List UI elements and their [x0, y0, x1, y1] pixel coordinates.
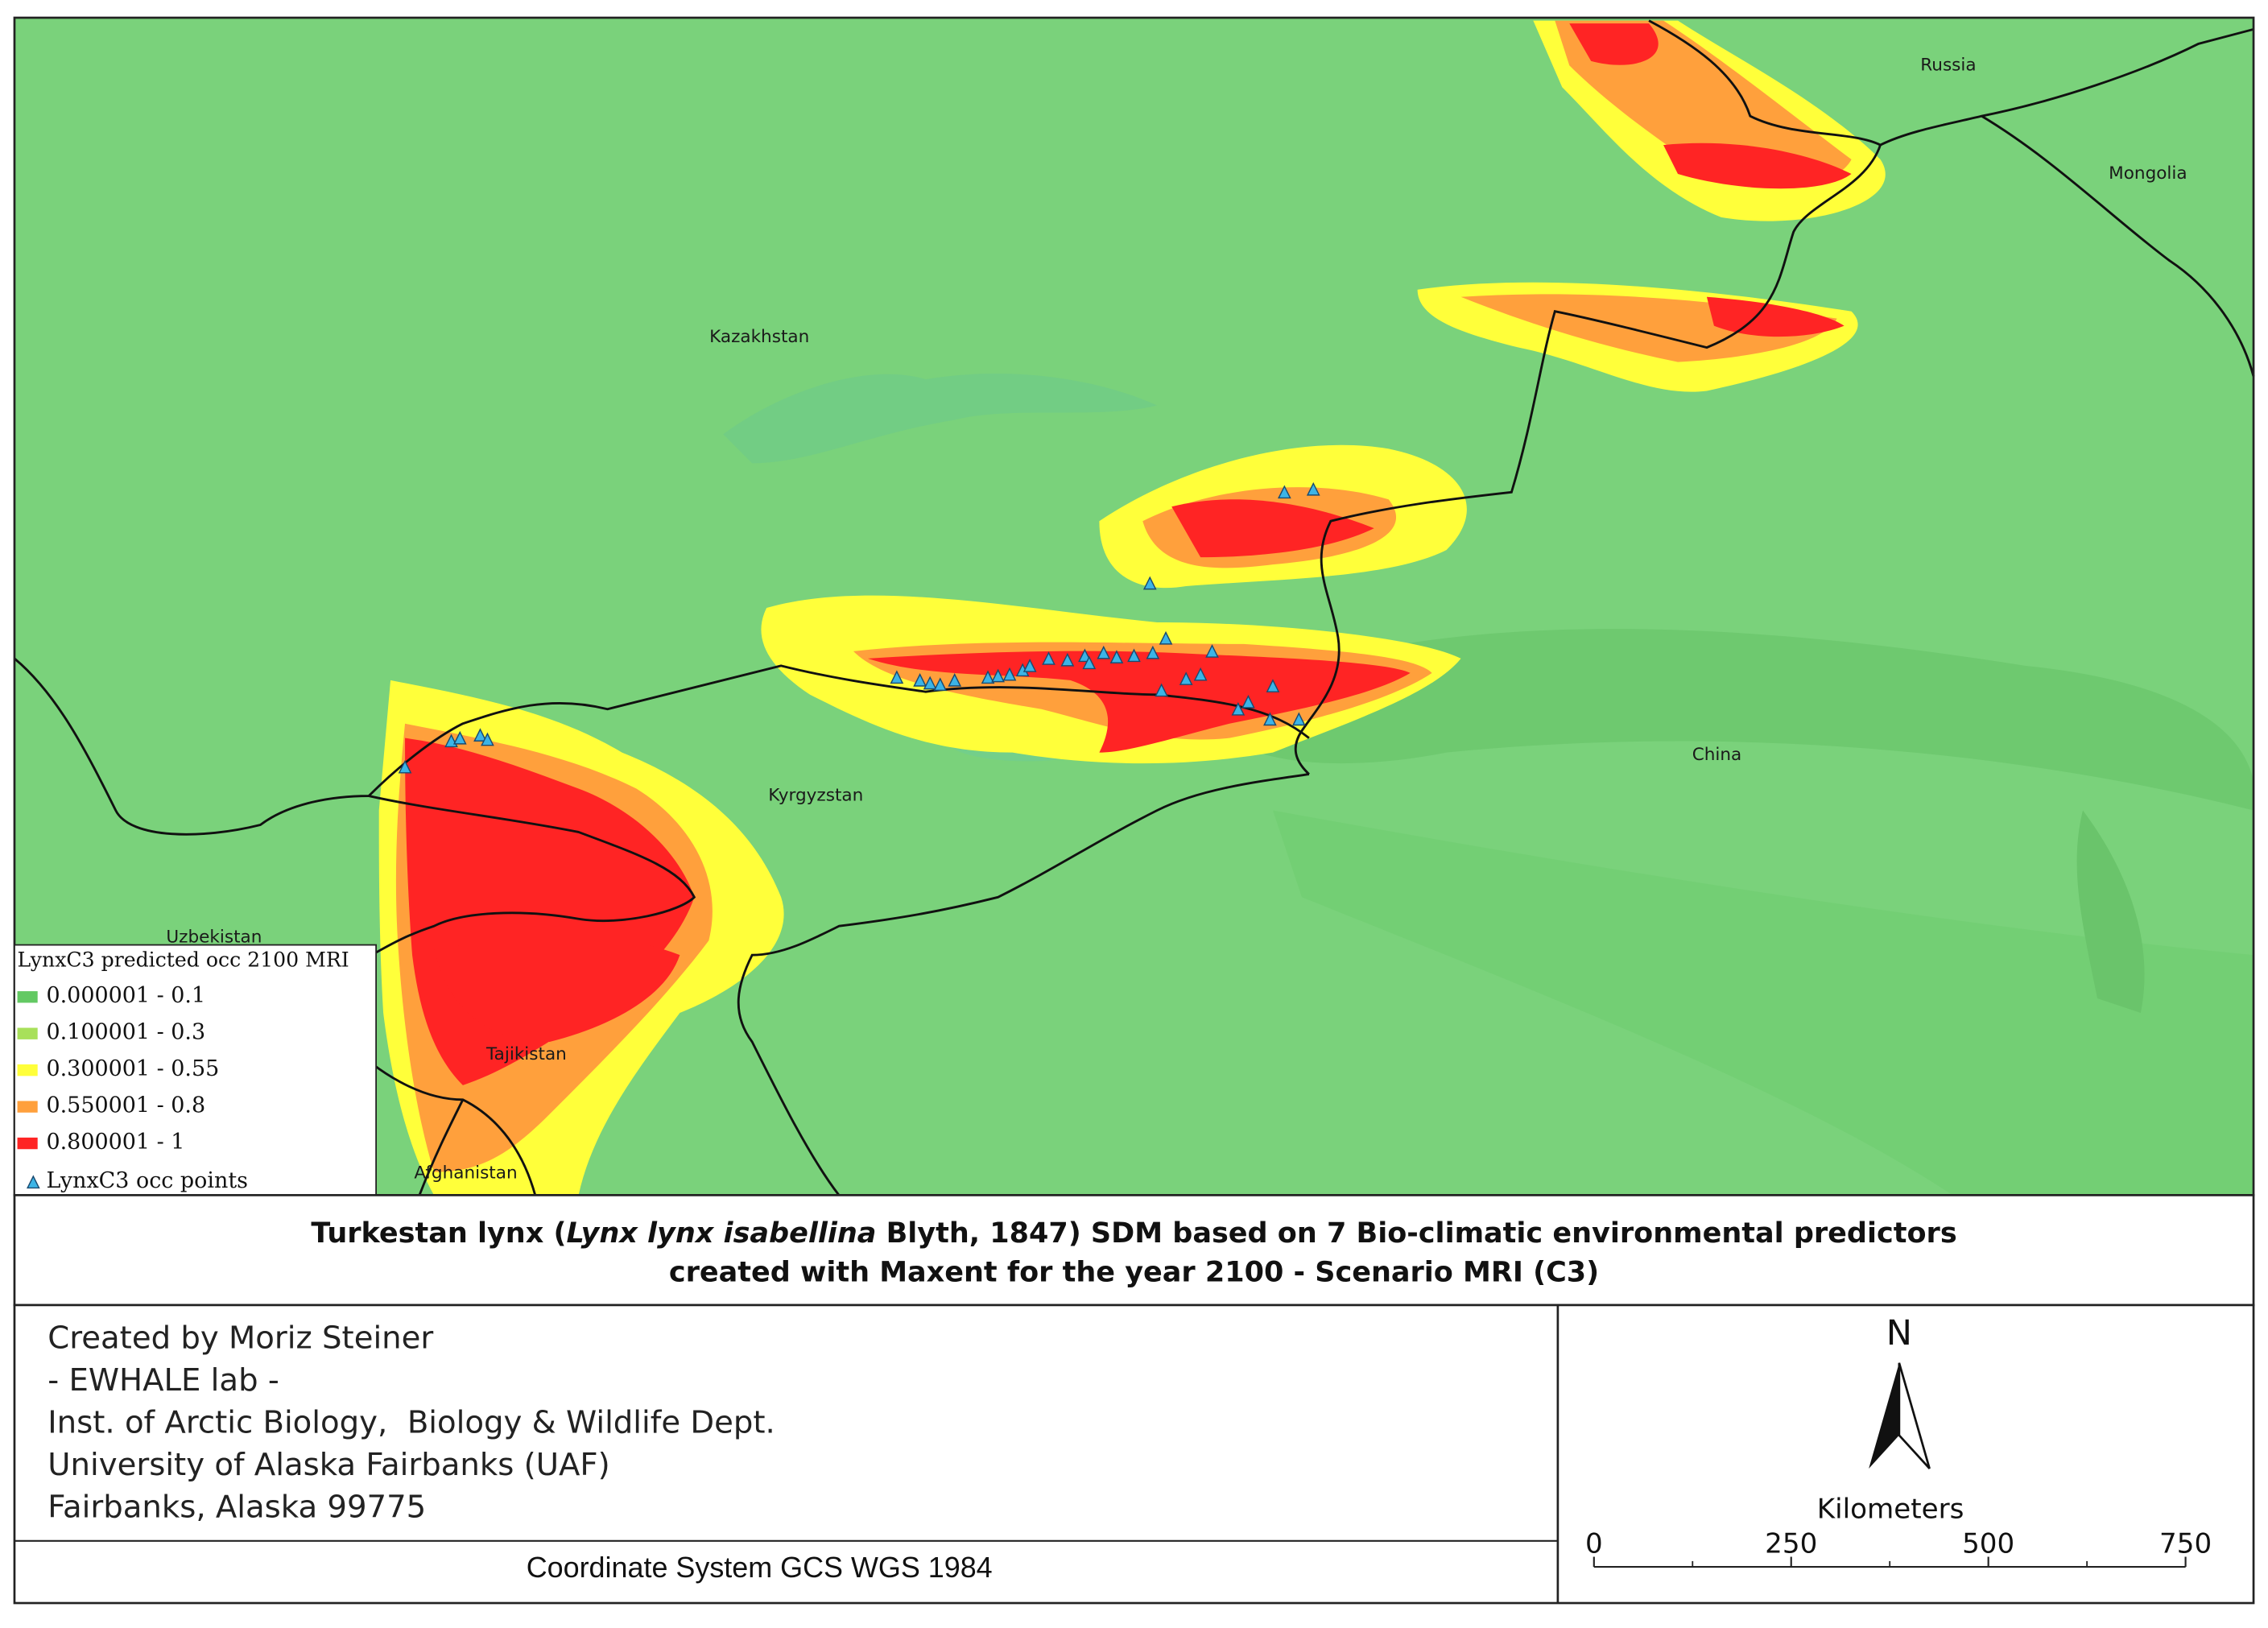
occurrence-point: [452, 730, 467, 745]
credit-line: - EWHALE lab -: [48, 1362, 279, 1399]
occurrence-point: [913, 673, 927, 687]
occurrence-point: [1097, 645, 1111, 659]
country-label: Tajikistan: [485, 1044, 567, 1064]
occurrence-point: [1231, 701, 1246, 716]
occurrence-point: [981, 670, 995, 684]
scale-tick-label: 500: [1962, 1528, 2014, 1560]
occurrence-point: [1263, 712, 1277, 726]
north-label: N: [1886, 1313, 1912, 1353]
occurrence-points: [398, 481, 1320, 774]
occurrence-point: [473, 728, 487, 742]
occurrence-point: [1205, 644, 1219, 658]
legend-item: 0.100001 - 0.3: [46, 1020, 205, 1045]
country-labels: Russia Mongolia Kazakhstan China Kyrgyzstan U…: [166, 55, 2187, 1183]
legend-swatch: [17, 1064, 38, 1076]
occurrence-point: [1159, 630, 1173, 645]
occurrence-point: [890, 670, 904, 684]
country-label: China: [1692, 745, 1742, 765]
occurrence-point: [1193, 667, 1208, 681]
north-arrow-right: [1898, 1362, 1931, 1469]
scale-unit: Kilometers: [1817, 1494, 1964, 1526]
legend-item: 0.550001 - 0.8: [46, 1093, 205, 1118]
country-label: Mongolia: [2109, 163, 2187, 184]
occurrence-point: [991, 668, 1005, 683]
country-label: Russia: [1920, 55, 1976, 75]
occurrence-point: [1078, 648, 1092, 663]
scale-bar: 0 250 500 750: [1585, 1528, 2212, 1568]
occurrence-point: [1082, 655, 1097, 670]
credits: Created by Moriz Steiner - EWHALE lab - In…: [48, 1320, 775, 1526]
occurrence-point: [1266, 679, 1280, 692]
legend-swatch: [17, 991, 38, 1003]
coordinate-system: Coordinate System GCS WGS 1984: [527, 1551, 993, 1584]
legend-point-icon: [26, 1175, 40, 1189]
scale-tick-label: 0: [1585, 1528, 1603, 1560]
relief-tarim: [1272, 810, 2254, 1196]
title-part: Blyth, 1847) SDM based on 7 Bio-climatic…: [876, 1217, 1956, 1250]
occurrence-point: [1306, 481, 1320, 496]
title-line-1: Turkestan lynx (Lynx lynx isabellina Bly…: [311, 1217, 1956, 1250]
country-label: Afghanistan: [414, 1163, 517, 1183]
legend-swatch: [17, 1137, 38, 1150]
legend-points: LynxC3 occ points: [46, 1168, 248, 1193]
occurrence-point: [933, 677, 948, 692]
legend-item: 0.800001 - 1: [46, 1130, 184, 1155]
title-box: [13, 1194, 2255, 1307]
occurrence-point: [1291, 712, 1306, 726]
title-line-2: created with Maxent for the year 2100 - …: [669, 1255, 1599, 1288]
occurrence-point: [1142, 576, 1157, 590]
occurrence-point: [1241, 694, 1255, 709]
country-label: Kyrgyzstan: [768, 786, 863, 806]
legend-item: 0.300001 - 0.55: [46, 1056, 219, 1081]
relief-tianshan: [1258, 629, 2254, 811]
scale-tick-label: 750: [2159, 1528, 2212, 1560]
legend-item: 0.000001 - 0.1: [46, 983, 205, 1008]
occurrence-point: [1146, 645, 1160, 659]
relief-east: [2076, 810, 2145, 1014]
title-part: Turkestan lynx (: [311, 1217, 566, 1250]
legend: LynxC3 predicted occ 2100 MRI LynxC3 occ…: [14, 944, 378, 1196]
lake-balkhash: [723, 374, 1158, 464]
country-label: Uzbekistan: [166, 928, 262, 948]
occurrence-point: [1060, 652, 1075, 667]
credit-line: Created by Moriz Steiner: [48, 1320, 433, 1357]
scale-tick-label: 250: [1765, 1528, 1817, 1560]
credit-line: Inst. of Arctic Biology, Biology & Wildl…: [48, 1404, 775, 1440]
occurrence-point: [923, 676, 937, 690]
occurrence-point: [1155, 683, 1168, 697]
occurrence-point: [481, 732, 494, 746]
credit-line: Fairbanks, Alaska 99775: [48, 1489, 426, 1525]
occurrence-point: [948, 673, 962, 687]
credit-line: University of Alaska Fairbanks (UAF): [48, 1447, 609, 1483]
legend-title: LynxC3 predicted occ 2100 MRI: [18, 948, 349, 971]
occurrence-point: [1002, 667, 1017, 681]
occurrence-point: [1277, 485, 1291, 499]
occurrence-point: [1042, 651, 1056, 665]
occurrence-point: [1022, 659, 1037, 672]
legend-swatch: [17, 1101, 38, 1113]
occurrence-point: [398, 759, 412, 774]
country-label: Kazakhstan: [709, 327, 809, 347]
occurrence-point: [1127, 648, 1141, 663]
occurrence-point: [1179, 671, 1193, 685]
occurrence-point: [1109, 650, 1124, 663]
legend-swatch: [17, 1027, 38, 1039]
title-italic: Lynx lynx isabellina: [567, 1217, 877, 1250]
